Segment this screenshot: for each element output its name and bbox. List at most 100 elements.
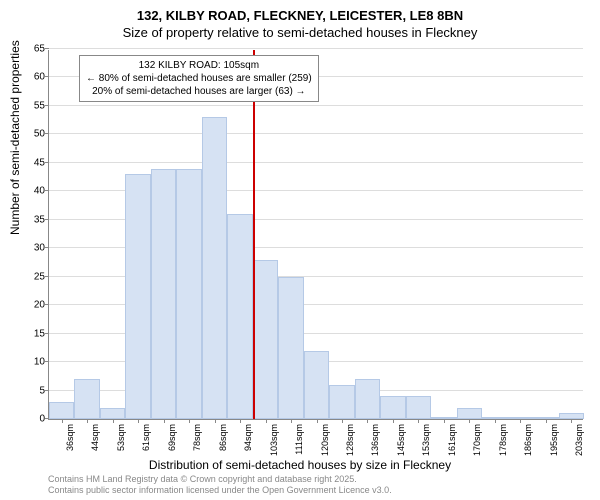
x-tick-label: 78sqm [192, 424, 202, 451]
x-tick-label: 61sqm [141, 424, 151, 451]
grid-line [49, 105, 583, 106]
x-tick-label: 128sqm [345, 424, 355, 456]
attribution-text: Contains HM Land Registry data © Crown c… [48, 474, 392, 496]
y-tick-label: 10 [34, 357, 49, 368]
y-tick-mark [45, 76, 49, 77]
x-tick-label: 136sqm [370, 424, 380, 456]
histogram-bar [329, 385, 354, 419]
x-tick-mark [317, 419, 318, 423]
histogram-bar [49, 402, 74, 419]
y-tick-label: 35 [34, 214, 49, 225]
y-tick-label: 60 [34, 72, 49, 83]
x-tick-mark [571, 419, 572, 423]
x-tick-mark [520, 419, 521, 423]
y-tick-label: 65 [34, 44, 49, 55]
histogram-bar [457, 408, 482, 419]
attribution-line2: Contains public sector information licen… [48, 485, 392, 496]
y-tick-label: 45 [34, 157, 49, 168]
x-axis-label: Distribution of semi-detached houses by … [0, 458, 600, 472]
chart-title-line2: Size of property relative to semi-detach… [0, 23, 600, 40]
x-tick-mark [113, 419, 114, 423]
x-tick-mark [189, 419, 190, 423]
x-tick-mark [291, 419, 292, 423]
chart-container: 132, KILBY ROAD, FLECKNEY, LEICESTER, LE… [0, 0, 600, 500]
y-tick-label: 25 [34, 271, 49, 282]
x-tick-mark [87, 419, 88, 423]
y-tick-mark [45, 105, 49, 106]
x-tick-label: 94sqm [243, 424, 253, 451]
annotation-line2: ← 80% of semi-detached houses are smalle… [86, 72, 312, 85]
y-tick-mark [45, 247, 49, 248]
x-tick-label: 36sqm [65, 424, 75, 451]
histogram-bar [151, 169, 176, 419]
y-tick-label: 20 [34, 300, 49, 311]
y-tick-label: 55 [34, 100, 49, 111]
x-tick-label: 145sqm [396, 424, 406, 456]
x-tick-label: 186sqm [523, 424, 533, 456]
y-tick-mark [45, 276, 49, 277]
annotation-line3: 20% of semi-detached houses are larger (… [86, 85, 312, 98]
x-tick-mark [418, 419, 419, 423]
y-tick-label: 40 [34, 186, 49, 197]
x-tick-mark [266, 419, 267, 423]
histogram-bar [125, 174, 150, 419]
histogram-bar [227, 214, 252, 419]
x-tick-mark [62, 419, 63, 423]
y-tick-mark [45, 190, 49, 191]
x-tick-label: 103sqm [269, 424, 279, 456]
y-tick-mark [45, 333, 49, 334]
histogram-bar [253, 260, 278, 419]
x-tick-mark [138, 419, 139, 423]
x-tick-label: 161sqm [447, 424, 457, 456]
attribution-line1: Contains HM Land Registry data © Crown c… [48, 474, 392, 485]
plot-area: 0510152025303540455055606536sqm44sqm53sq… [48, 50, 583, 420]
x-tick-mark [469, 419, 470, 423]
chart-title-line1: 132, KILBY ROAD, FLECKNEY, LEICESTER, LE… [0, 0, 600, 23]
x-tick-mark [546, 419, 547, 423]
x-tick-mark [367, 419, 368, 423]
x-tick-mark [444, 419, 445, 423]
x-tick-mark [495, 419, 496, 423]
y-tick-label: 50 [34, 129, 49, 140]
y-tick-mark [45, 133, 49, 134]
histogram-bar [74, 379, 99, 419]
x-tick-mark [240, 419, 241, 423]
x-tick-label: 86sqm [218, 424, 228, 451]
grid-line [49, 162, 583, 163]
x-tick-label: 170sqm [472, 424, 482, 456]
reference-line [253, 50, 255, 419]
histogram-bar [304, 351, 329, 419]
x-tick-mark [393, 419, 394, 423]
x-tick-label: 44sqm [90, 424, 100, 451]
histogram-bar [100, 408, 125, 419]
x-tick-label: 69sqm [167, 424, 177, 451]
y-tick-label: 5 [39, 385, 49, 396]
x-tick-mark [342, 419, 343, 423]
annotation-line1: 132 KILBY ROAD: 105sqm [86, 59, 312, 72]
x-tick-label: 178sqm [498, 424, 508, 456]
y-tick-mark [45, 361, 49, 362]
histogram-bar [176, 169, 201, 419]
y-tick-mark [45, 304, 49, 305]
grid-line [49, 48, 583, 49]
x-tick-label: 53sqm [116, 424, 126, 451]
y-tick-label: 15 [34, 328, 49, 339]
annotation-box: 132 KILBY ROAD: 105sqm← 80% of semi-deta… [79, 55, 319, 102]
x-tick-label: 203sqm [574, 424, 584, 456]
y-tick-mark [45, 48, 49, 49]
y-tick-mark [45, 219, 49, 220]
x-tick-label: 153sqm [421, 424, 431, 456]
x-tick-mark [164, 419, 165, 423]
y-tick-label: 0 [39, 414, 49, 425]
histogram-bar [406, 396, 431, 419]
y-tick-mark [45, 390, 49, 391]
y-axis-label: Number of semi-detached properties [8, 40, 22, 235]
x-tick-label: 195sqm [549, 424, 559, 456]
grid-line [49, 133, 583, 134]
x-tick-label: 120sqm [320, 424, 330, 456]
histogram-bar [380, 396, 405, 419]
histogram-bar [278, 277, 303, 419]
y-tick-mark [45, 162, 49, 163]
y-tick-label: 30 [34, 243, 49, 254]
x-tick-label: 111sqm [294, 424, 304, 455]
